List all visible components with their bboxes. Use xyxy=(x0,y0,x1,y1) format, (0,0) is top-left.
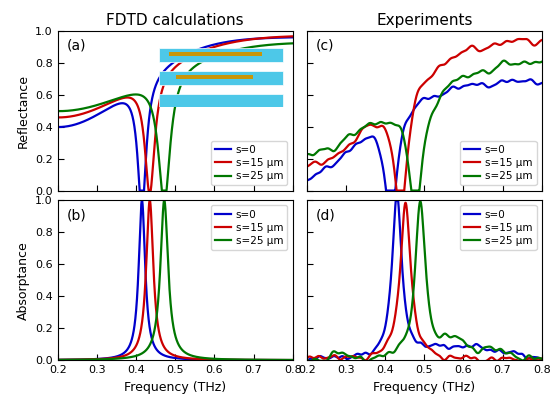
Text: (d): (d) xyxy=(316,208,336,222)
Legend: s=0, s=15 μm, s=25 μm: s=0, s=15 μm, s=25 μm xyxy=(211,206,288,250)
Legend: s=0, s=15 μm, s=25 μm: s=0, s=15 μm, s=25 μm xyxy=(211,141,288,185)
Title: FDTD calculations: FDTD calculations xyxy=(106,13,244,28)
Y-axis label: Absorptance: Absorptance xyxy=(16,241,30,319)
X-axis label: Frequency (THz): Frequency (THz) xyxy=(124,381,226,394)
Text: (c): (c) xyxy=(316,39,335,53)
Text: (b): (b) xyxy=(67,208,87,222)
Legend: s=0, s=15 μm, s=25 μm: s=0, s=15 μm, s=25 μm xyxy=(460,141,537,185)
Legend: s=0, s=15 μm, s=25 μm: s=0, s=15 μm, s=25 μm xyxy=(460,206,537,250)
Title: Experiments: Experiments xyxy=(376,13,472,28)
Y-axis label: Reflectance: Reflectance xyxy=(16,74,30,148)
Text: (a): (a) xyxy=(67,39,87,53)
X-axis label: Frequency (THz): Frequency (THz) xyxy=(373,381,475,394)
